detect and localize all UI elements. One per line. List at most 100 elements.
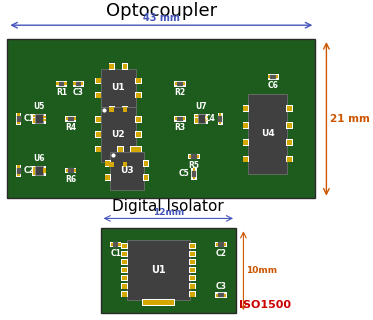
- Bar: [218, 242, 224, 246]
- Bar: [136, 92, 141, 98]
- Bar: [216, 242, 227, 247]
- Text: 43 mm: 43 mm: [143, 13, 180, 23]
- Bar: [66, 117, 68, 120]
- Bar: [95, 116, 101, 123]
- Bar: [101, 69, 136, 107]
- Bar: [219, 113, 222, 116]
- Bar: [190, 276, 195, 280]
- Bar: [43, 116, 46, 118]
- Text: U1: U1: [151, 265, 166, 275]
- Bar: [195, 115, 198, 117]
- Bar: [96, 78, 101, 83]
- Bar: [122, 292, 127, 297]
- Bar: [188, 154, 200, 159]
- Text: C6: C6: [268, 81, 279, 90]
- Bar: [244, 157, 248, 162]
- Text: Optocoupler: Optocoupler: [106, 2, 217, 20]
- Bar: [286, 139, 293, 146]
- Bar: [106, 175, 110, 180]
- Bar: [243, 122, 249, 129]
- Text: R3: R3: [175, 123, 185, 132]
- Text: R6: R6: [65, 175, 76, 184]
- Bar: [81, 83, 84, 85]
- Bar: [65, 168, 76, 173]
- Bar: [270, 75, 276, 79]
- Text: R4: R4: [65, 123, 76, 132]
- Bar: [96, 92, 101, 98]
- Bar: [136, 78, 141, 83]
- Bar: [33, 167, 35, 169]
- Bar: [276, 76, 278, 78]
- Text: C4: C4: [204, 114, 215, 123]
- Bar: [217, 113, 223, 125]
- Bar: [190, 244, 195, 248]
- Bar: [216, 292, 227, 298]
- Bar: [113, 242, 119, 246]
- Bar: [59, 82, 65, 86]
- Bar: [56, 83, 59, 85]
- Bar: [286, 105, 293, 112]
- Bar: [73, 81, 84, 87]
- Bar: [216, 243, 218, 246]
- Bar: [189, 275, 196, 281]
- Bar: [136, 117, 141, 122]
- Bar: [195, 120, 198, 123]
- Bar: [189, 283, 196, 289]
- Bar: [177, 116, 183, 121]
- Bar: [142, 299, 175, 306]
- Text: U6: U6: [34, 154, 45, 163]
- Bar: [122, 283, 128, 289]
- Bar: [96, 117, 101, 122]
- Bar: [190, 292, 195, 297]
- Bar: [16, 113, 21, 125]
- Bar: [123, 107, 128, 112]
- Text: 10mm: 10mm: [246, 266, 277, 275]
- Bar: [7, 39, 315, 198]
- Bar: [224, 294, 226, 297]
- Bar: [110, 152, 144, 189]
- Bar: [189, 259, 196, 265]
- Text: U7: U7: [195, 102, 207, 111]
- Bar: [190, 252, 195, 256]
- Bar: [33, 120, 35, 123]
- Bar: [218, 116, 222, 122]
- Bar: [287, 106, 292, 111]
- Bar: [243, 139, 249, 146]
- Bar: [136, 132, 141, 137]
- Bar: [122, 259, 128, 265]
- Bar: [33, 115, 35, 117]
- Text: U5: U5: [34, 102, 45, 111]
- Bar: [195, 118, 198, 120]
- Bar: [244, 140, 248, 145]
- Bar: [135, 146, 142, 153]
- Bar: [143, 300, 175, 305]
- Bar: [122, 106, 128, 113]
- Bar: [96, 132, 101, 137]
- Bar: [96, 147, 101, 152]
- Bar: [109, 63, 115, 70]
- Bar: [122, 243, 128, 249]
- Text: C2: C2: [23, 166, 34, 175]
- Text: U2: U2: [112, 130, 125, 139]
- Bar: [190, 268, 195, 272]
- Bar: [192, 171, 196, 177]
- Bar: [122, 291, 128, 297]
- Bar: [35, 166, 43, 175]
- Bar: [122, 268, 127, 272]
- Bar: [122, 267, 128, 273]
- Bar: [16, 164, 21, 177]
- Bar: [190, 284, 195, 289]
- Bar: [35, 114, 43, 123]
- Bar: [243, 156, 249, 163]
- Text: C3: C3: [216, 282, 226, 291]
- Bar: [68, 116, 74, 121]
- Bar: [109, 107, 114, 112]
- Text: 21 mm: 21 mm: [330, 114, 370, 124]
- Bar: [189, 291, 196, 297]
- Bar: [95, 146, 101, 153]
- Bar: [106, 161, 110, 166]
- Bar: [95, 77, 101, 84]
- Bar: [135, 92, 142, 98]
- Text: C1: C1: [23, 114, 34, 123]
- Bar: [109, 64, 114, 69]
